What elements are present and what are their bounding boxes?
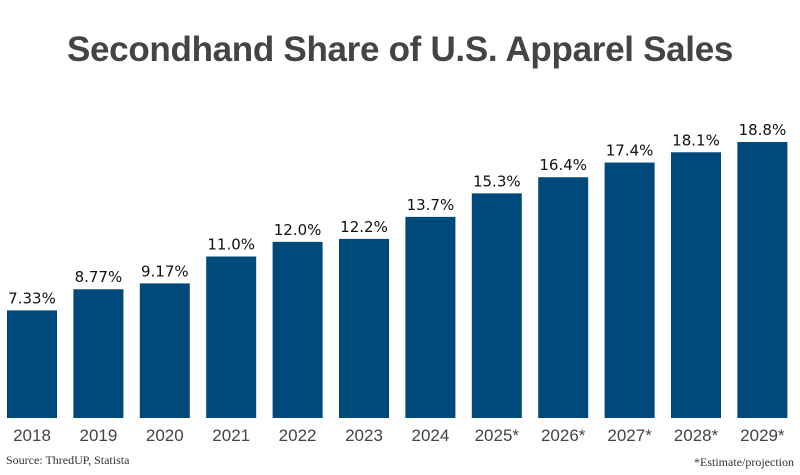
x-tick-label: 2022 [279,426,317,445]
bar-2027 [604,162,655,418]
x-tick-label: 2029* [740,426,785,445]
data-label: 18.8% [739,121,787,139]
bar-2018 [7,310,57,418]
bar-chart: 7.33% 2018 8.77% 2019 9.17% 2020 11.0% 2021 12.0… [7,121,788,445]
data-label: 7.33% [8,289,56,307]
x-tick-label: 2025* [475,426,520,445]
bar-2024 [405,216,456,418]
x-tick-label: 2024 [411,426,449,445]
bar-2029 [737,142,788,418]
bar-2021 [206,256,257,418]
bar-2022 [272,241,323,418]
estimate-note: *Estimate/projection [694,455,794,469]
x-tick-label: 2023 [345,426,383,445]
data-label: 9.17% [141,262,189,280]
data-label: 11.0% [207,236,255,254]
x-tick-label: 2018 [13,426,51,445]
data-label: 12.2% [340,218,388,236]
data-label: 18.1% [672,131,720,149]
x-tick-label: 2020 [146,426,184,445]
data-label: 8.77% [75,268,123,286]
x-tick-label: 2021 [212,426,250,445]
bar-2026 [538,177,589,418]
data-label: 13.7% [407,196,455,214]
bar-2025 [471,193,522,418]
x-tick-label: 2019 [79,426,117,445]
bar-2019 [73,289,124,418]
data-label: 17.4% [606,142,654,160]
x-tick-label: 2028* [674,426,719,445]
data-label: 16.4% [539,156,587,174]
data-label: 12.0% [274,221,322,239]
x-tick-label: 2027* [607,426,652,445]
bar-2020 [139,283,190,418]
chart-title: Secondhand Share of U.S. Apparel Sales [66,30,734,69]
bar-2023 [339,238,389,418]
x-tick-label: 2026* [541,426,586,445]
bar-2028 [671,152,721,418]
data-label: 15.3% [473,172,521,190]
source-note: Source: ThredUP, Statista [6,453,130,467]
